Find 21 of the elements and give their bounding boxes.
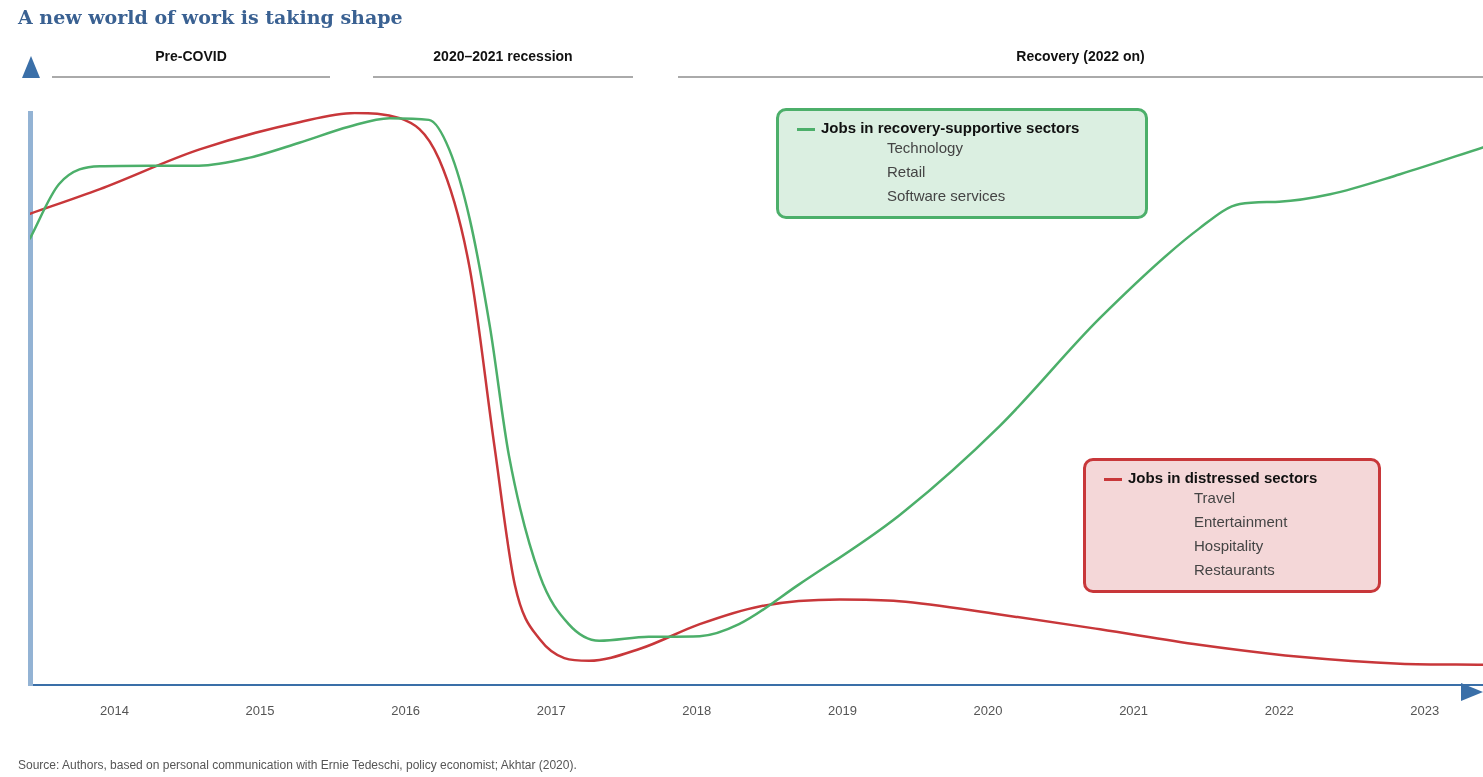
text: 2020–2021 recession [373, 46, 633, 78]
text: Recovery (2022 on) [678, 46, 1483, 78]
x-tick-label: 2016 [391, 702, 421, 718]
legend-label: Jobs in distressed sectors [1128, 469, 1318, 486]
x-tick-label: 2023 [1410, 702, 1440, 718]
x-tick-label: 2019 [827, 702, 857, 718]
chart-title: A new world of work is taking shape [18, 6, 403, 28]
x-tick-label: 2017 [536, 702, 566, 718]
x-tick-label: 2022 [1264, 702, 1294, 718]
x-tick-label: 2020 [973, 702, 1003, 718]
x-tick-label: 2014 [99, 702, 129, 718]
annotation: Travel Entertainment Hospitality Restaurants [1193, 488, 1289, 580]
callout-box: Jobs in recovery-supportive sectors Technology Retail Software services [776, 108, 1148, 219]
callout-box: Jobs in distressed sectors Travel Entertainment Hospitality Restaurants [1083, 458, 1381, 593]
x-tick-label: 2021 [1119, 702, 1149, 718]
x-tick-label: 2015 [245, 702, 275, 718]
source-note: Source: Authors, based on personal communication with Ernie Tedeschi, policy economist; Akhtar (2020). [18, 758, 577, 772]
text: Pre-COVID [52, 46, 330, 78]
legend-label: Jobs in recovery-supportive sectors [821, 119, 1080, 136]
annotation: Technology Retail Software services [886, 138, 1007, 206]
x-tick-label: 2018 [682, 702, 712, 718]
